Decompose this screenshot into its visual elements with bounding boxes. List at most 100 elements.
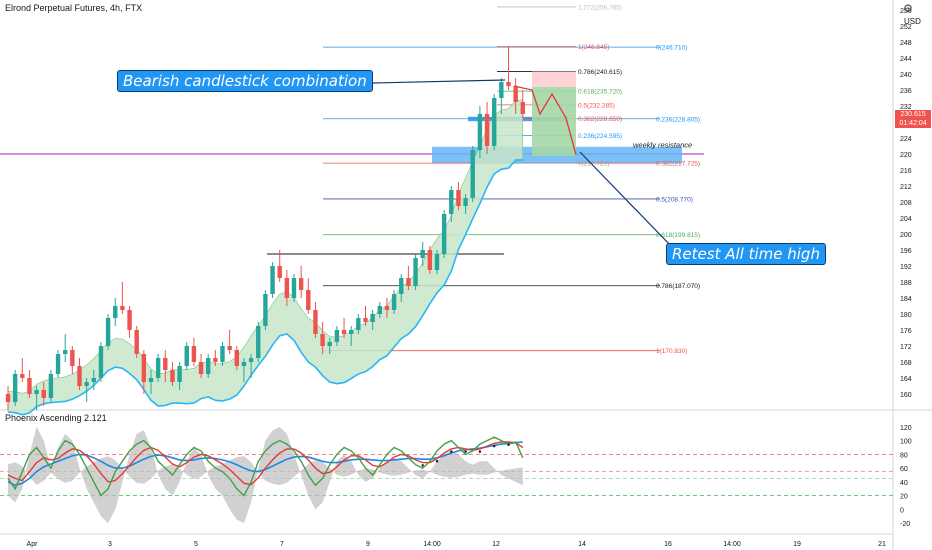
- candle: [313, 302, 318, 338]
- candle-body: [363, 318, 368, 322]
- gear-icon[interactable]: ⚙: [903, 3, 913, 15]
- candle-body: [20, 374, 25, 378]
- candle: [384, 298, 390, 318]
- last-price-value: 230.615: [900, 111, 926, 118]
- price-tick-label: 196: [900, 248, 912, 255]
- candle: [399, 274, 404, 302]
- candle-body: [220, 346, 225, 362]
- candle: [91, 370, 96, 390]
- candle-body: [148, 378, 154, 382]
- candle-body: [206, 358, 211, 374]
- candle: [41, 382, 46, 406]
- candle-body: [520, 102, 525, 114]
- candle: [277, 250, 282, 282]
- candle: [341, 318, 347, 338]
- candle-body: [70, 350, 75, 366]
- retest-callout[interactable]: Retest All time high: [666, 243, 826, 265]
- candle: [492, 94, 497, 150]
- candle: [155, 354, 161, 382]
- bearish-callout[interactable]: Bearish candlestick combination: [117, 70, 373, 92]
- candle: [105, 314, 111, 350]
- candle: [206, 354, 211, 378]
- symbol-header[interactable]: Elrond Perpetual Futures, 4h, FTX: [5, 3, 143, 13]
- candle: [184, 342, 189, 370]
- candle-body: [456, 190, 461, 206]
- indicator-tick-label: 20: [900, 494, 908, 501]
- indicator-red-line: [7, 441, 524, 486]
- candle-body: [12, 374, 18, 402]
- time-tick-label: 9: [366, 541, 370, 548]
- candle-body: [470, 150, 475, 198]
- weekly-resistance-label: weekly resistance: [633, 141, 692, 150]
- fib-level-label: 0.786(187.070): [656, 283, 700, 290]
- candle-body: [399, 278, 404, 294]
- candle-body: [298, 278, 304, 290]
- price-tick-label: 252: [900, 24, 912, 31]
- candle-body: [134, 330, 139, 354]
- candle: [334, 326, 340, 346]
- price-tick-label: 160: [900, 392, 912, 399]
- indicator-dot: [478, 450, 482, 453]
- time-tick-label: 14: [578, 541, 586, 548]
- candle-body: [492, 98, 497, 146]
- indicator-tick-label: 40: [900, 480, 908, 487]
- time-tick-label: 21: [878, 541, 886, 548]
- candle: [427, 246, 433, 274]
- price-tick-label: 192: [900, 264, 912, 271]
- candle-body: [256, 326, 261, 358]
- candle: [170, 362, 175, 386]
- candle: [234, 346, 239, 370]
- time-tick-label: Apr: [27, 541, 39, 548]
- candle-body: [441, 214, 447, 254]
- candle: [48, 370, 54, 402]
- candle-body: [327, 342, 332, 346]
- candle: [456, 182, 461, 210]
- candle-body: [98, 346, 104, 378]
- price-tick-label: 200: [900, 232, 912, 239]
- fib-level-label: 0(217.725): [578, 161, 609, 168]
- fib-level-label: 0.618(235.720): [578, 89, 622, 96]
- candle-body: [34, 390, 39, 394]
- candle-body: [84, 382, 89, 386]
- fib-level-label: 0.382(228.850): [578, 116, 622, 123]
- fib-level-label: 0.5(208.770): [656, 196, 693, 203]
- indicator-title[interactable]: Phoenix Ascending 2.121: [5, 413, 107, 423]
- candle-body: [370, 314, 375, 322]
- candle: [377, 302, 382, 318]
- candle-body: [449, 190, 454, 214]
- candle-body: [191, 346, 197, 362]
- price-tick-label: 232: [900, 104, 912, 111]
- candle: [34, 386, 39, 410]
- candle: [148, 370, 154, 394]
- candle-body: [113, 306, 118, 318]
- indicator-tick-label: 120: [900, 425, 912, 432]
- candle: [256, 322, 261, 362]
- candle: [477, 106, 483, 158]
- candle-body: [391, 294, 397, 310]
- indicator-tick-label: 80: [900, 452, 908, 459]
- candle: [327, 338, 332, 354]
- indicator-tick-label: -20: [900, 521, 910, 528]
- price-tick-label: 256: [900, 8, 912, 15]
- candle: [241, 358, 247, 382]
- candle: [320, 322, 325, 354]
- fib-level-label: 0.618(199.815): [656, 232, 700, 239]
- candle-body: [248, 358, 254, 362]
- candle: [298, 266, 304, 298]
- candle-body: [27, 378, 32, 394]
- candle: [363, 306, 368, 326]
- price-tick-label: 220: [900, 152, 912, 159]
- time-tick-label: 5: [194, 541, 198, 548]
- time-tick-label: 16: [664, 541, 672, 548]
- candle: [220, 342, 225, 366]
- candle-body: [270, 266, 275, 294]
- candle: [420, 242, 425, 266]
- candle-body: [227, 346, 232, 350]
- candle-body: [127, 310, 132, 330]
- price-tick-label: 236: [900, 88, 912, 95]
- candle-body: [420, 250, 425, 258]
- candle-body: [413, 258, 418, 286]
- price-tick-label: 212: [900, 184, 912, 191]
- price-tick-label: 176: [900, 328, 912, 335]
- candle-body: [427, 250, 433, 270]
